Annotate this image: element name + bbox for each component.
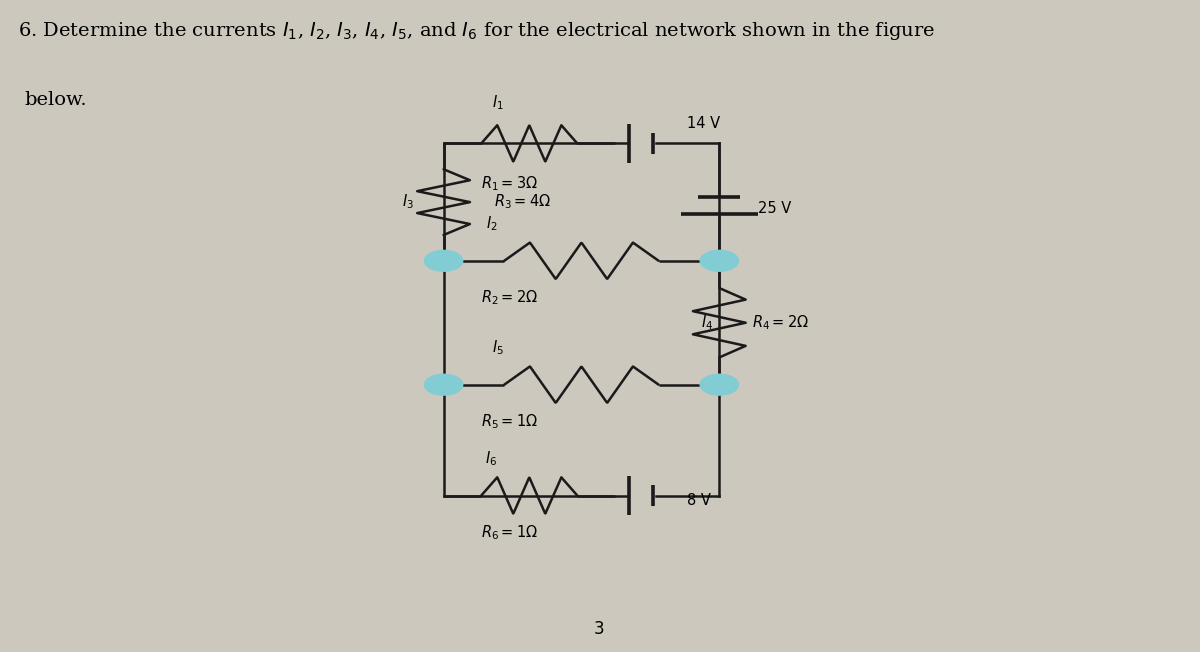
Text: $R_3 = 4\Omega$: $R_3 = 4\Omega$: [494, 193, 551, 211]
Text: 8 V: 8 V: [686, 493, 710, 509]
Text: $R_2 = 2\Omega$: $R_2 = 2\Omega$: [481, 288, 538, 307]
Text: $I_3$: $I_3$: [402, 193, 414, 211]
Circle shape: [700, 374, 738, 395]
Circle shape: [700, 250, 738, 271]
Circle shape: [425, 374, 463, 395]
Text: 3: 3: [594, 620, 605, 638]
Text: $I_5$: $I_5$: [492, 338, 504, 357]
Text: $I_1$: $I_1$: [492, 93, 504, 112]
Text: 6. Determine the currents $I_1$, $I_2$, $I_3$, $I_4$, $I_5$, and $I_6$ for the e: 6. Determine the currents $I_1$, $I_2$, …: [18, 20, 935, 42]
Text: $I_6$: $I_6$: [486, 449, 498, 468]
Text: $I_2$: $I_2$: [486, 215, 497, 233]
Text: $R_1 = 3\Omega$: $R_1 = 3\Omega$: [481, 175, 538, 194]
Text: 25 V: 25 V: [757, 201, 791, 216]
Text: $R_4 = 2\Omega$: $R_4 = 2\Omega$: [751, 314, 809, 332]
Text: $R_6 = 1\Omega$: $R_6 = 1\Omega$: [481, 523, 538, 542]
Text: below.: below.: [24, 91, 86, 110]
Text: 14 V: 14 V: [686, 116, 720, 132]
Text: $R_5 = 1\Omega$: $R_5 = 1\Omega$: [481, 412, 538, 431]
Text: $I_4$: $I_4$: [701, 314, 713, 332]
Circle shape: [425, 250, 463, 271]
